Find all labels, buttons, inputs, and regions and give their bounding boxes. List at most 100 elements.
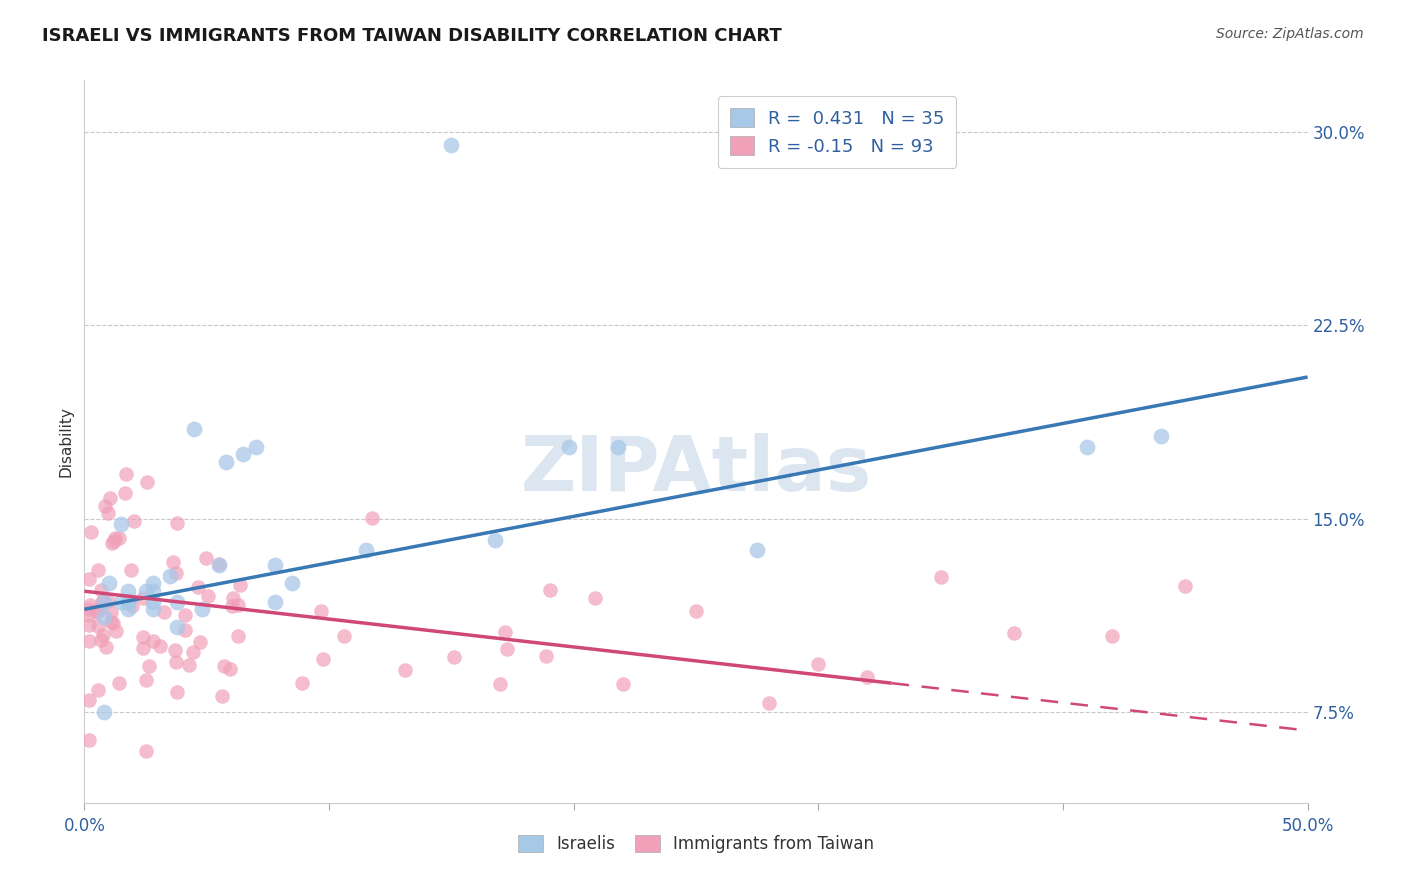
Point: [77, 692, 100, 706]
Point: [226, 629, 249, 643]
Point: [79, 598, 101, 612]
Point: [929, 570, 952, 584]
Point: [142, 576, 165, 591]
Point: [159, 568, 181, 582]
Point: [245, 440, 267, 454]
Point: [856, 670, 879, 684]
Point: [747, 542, 769, 557]
Point: [440, 137, 463, 152]
Point: [222, 591, 245, 605]
Point: [114, 486, 136, 500]
Point: [166, 594, 188, 608]
Point: [188, 635, 211, 649]
Point: [1101, 629, 1123, 643]
Point: [758, 697, 780, 711]
Point: [142, 594, 165, 608]
Point: [98, 491, 121, 505]
Point: [100, 615, 122, 629]
Point: [685, 605, 707, 619]
Point: [132, 591, 155, 606]
Point: [354, 542, 377, 557]
Point: [221, 599, 243, 613]
Point: [606, 440, 628, 454]
Point: [142, 602, 165, 616]
Point: [394, 663, 416, 677]
Point: [232, 447, 254, 461]
Point: [103, 533, 125, 548]
Point: [494, 625, 516, 640]
Point: [443, 650, 465, 665]
Point: [166, 516, 188, 530]
Point: [149, 639, 172, 653]
Point: [91, 594, 114, 608]
Point: [120, 564, 142, 578]
Point: [117, 594, 139, 608]
Point: [97, 576, 120, 591]
Point: [87, 619, 110, 633]
Point: [165, 655, 187, 669]
Point: [77, 618, 100, 632]
Point: [136, 475, 159, 489]
Point: [534, 649, 557, 664]
Point: [97, 594, 120, 608]
Point: [153, 605, 176, 619]
Point: [131, 640, 153, 655]
Point: [181, 645, 204, 659]
Point: [121, 599, 143, 614]
Point: [93, 628, 115, 642]
Point: [138, 659, 160, 673]
Point: [174, 608, 197, 623]
Text: ISRAELI VS IMMIGRANTS FROM TAIWAN DISABILITY CORRELATION CHART: ISRAELI VS IMMIGRANTS FROM TAIWAN DISABI…: [42, 27, 782, 45]
Point: [110, 594, 132, 608]
Point: [214, 659, 236, 673]
Point: [93, 594, 115, 608]
Point: [86, 604, 108, 618]
Point: [312, 652, 335, 666]
Point: [229, 578, 252, 592]
Point: [183, 422, 205, 436]
Point: [163, 643, 186, 657]
Point: [80, 524, 103, 539]
Point: [107, 675, 129, 690]
Point: [264, 558, 287, 573]
Point: [132, 630, 155, 644]
Point: [1002, 626, 1025, 640]
Point: [93, 706, 115, 720]
Point: [174, 624, 197, 638]
Point: [96, 640, 118, 654]
Point: [165, 566, 187, 581]
Point: [124, 514, 146, 528]
Point: [612, 677, 634, 691]
Point: [87, 682, 110, 697]
Point: [101, 615, 124, 630]
Point: [281, 576, 304, 591]
Point: [309, 603, 332, 617]
Point: [226, 598, 249, 612]
Point: [332, 629, 354, 643]
Point: [807, 657, 830, 671]
Point: [90, 632, 112, 647]
Point: [1150, 429, 1173, 443]
Point: [110, 517, 132, 532]
Point: [264, 594, 287, 608]
Y-axis label: Disability: Disability: [59, 406, 75, 477]
Point: [142, 633, 165, 648]
Point: [484, 533, 506, 547]
Point: [162, 555, 184, 569]
Point: [87, 563, 110, 577]
Point: [166, 620, 188, 634]
Point: [86, 605, 108, 619]
Point: [77, 733, 100, 747]
Point: [219, 661, 242, 675]
Point: [100, 535, 122, 549]
Text: ZIPAtlas: ZIPAtlas: [520, 434, 872, 508]
Point: [361, 511, 384, 525]
Point: [496, 642, 519, 657]
Point: [583, 591, 606, 606]
Text: Source: ZipAtlas.com: Source: ZipAtlas.com: [1216, 27, 1364, 41]
Point: [104, 624, 127, 638]
Point: [94, 499, 117, 513]
Point: [117, 594, 139, 608]
Point: [489, 677, 512, 691]
Point: [77, 608, 100, 623]
